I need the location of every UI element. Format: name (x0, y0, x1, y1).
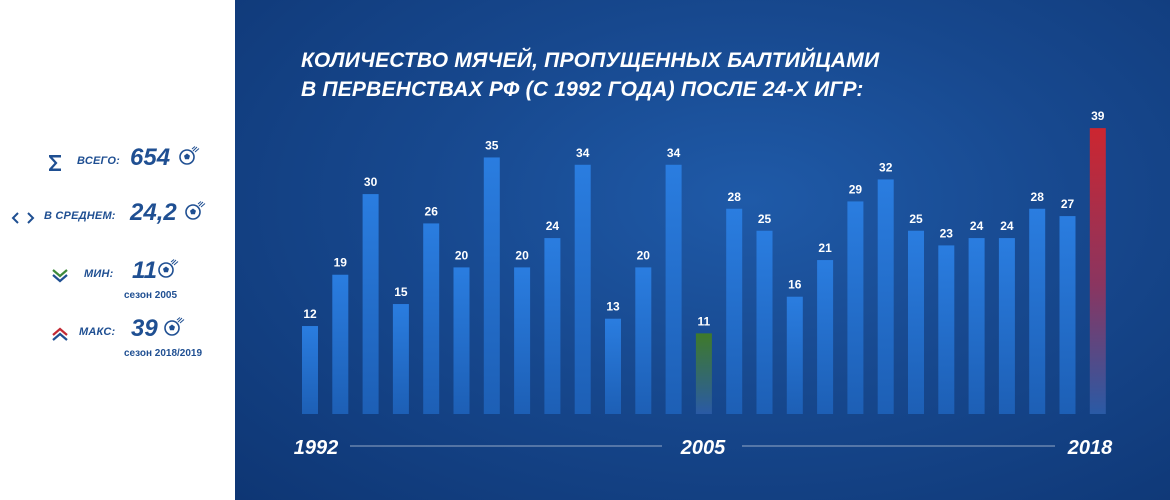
stat-max: макс: 39 сезон 2018/2019 (0, 315, 235, 359)
data-label-1994: 30 (364, 175, 378, 189)
code-brackets-icon (8, 207, 38, 229)
double-chevron-up-icon (45, 323, 75, 345)
data-label-2007: 25 (758, 212, 772, 226)
bar-2001 (574, 164, 591, 414)
stat-max-label: макс: (79, 326, 116, 338)
data-label-2013: 23 (940, 226, 954, 240)
data-label-2001: 34 (576, 146, 590, 160)
bar-1995 (392, 304, 409, 414)
bar-2010 (847, 201, 864, 414)
soccer-ball-icon (184, 201, 208, 221)
data-label-2015: 24 (1000, 219, 1014, 233)
data-label-1993: 19 (334, 256, 348, 270)
data-label-2008: 16 (788, 278, 802, 292)
bar-1997 (453, 267, 470, 414)
bar-1992 (302, 326, 318, 414)
stat-total-value: 654 (130, 144, 171, 171)
data-label-2006: 28 (728, 190, 742, 204)
data-label-2004: 34 (667, 146, 681, 160)
bar-2004 (665, 164, 682, 414)
data-label-2003: 20 (637, 248, 651, 262)
x-axis: 1992 2005 2018 (294, 437, 1113, 459)
data-label-2005: 11 (698, 314, 711, 328)
data-label-1995: 15 (394, 285, 408, 299)
x-tick-label-1992: 1992 (294, 437, 339, 459)
bar-2000 (544, 238, 561, 414)
stat-total-label: всего: (77, 155, 120, 167)
data-label-2010: 29 (849, 182, 863, 196)
soccer-ball-icon (163, 317, 187, 337)
x-tick-label-2018: 2018 (1067, 437, 1113, 459)
bar-1993 (332, 274, 349, 414)
data-label-2016: 28 (1031, 190, 1045, 204)
bar-2003 (635, 267, 652, 414)
bar-1998 (483, 157, 500, 414)
stat-min-label: мин: (84, 268, 114, 280)
stat-min-season: сезон 2005 (124, 290, 178, 301)
bar-2017 (1059, 216, 1076, 414)
sigma-icon (40, 152, 70, 174)
stat-average-value: 24,2 (130, 199, 177, 226)
stat-average-label: в среднем: (44, 210, 116, 222)
bar-2014 (968, 238, 985, 414)
bar-2007 (756, 230, 773, 414)
bar-2009 (817, 260, 834, 414)
stat-max-season: сезон 2018/2019 (124, 348, 203, 359)
bar-1996 (423, 223, 440, 414)
stat-average: в среднем: 24,2 (0, 199, 235, 241)
stats-panel: всего: 654 в среднем: 24,2 мин: 11 сезон… (0, 0, 235, 500)
data-labels-group: 12 19 30 15 26 20 35 20 24 34 13 20 34 11 28 25 16 21 29 32… (303, 109, 1104, 328)
data-label-1998: 35 (485, 138, 499, 152)
data-label-2009: 21 (818, 241, 832, 255)
bar-2011 (877, 179, 894, 414)
bar-2008 (786, 296, 803, 414)
data-label-1996: 26 (425, 204, 439, 218)
data-label-2014: 24 (970, 219, 984, 233)
data-label-1992: 12 (303, 307, 317, 321)
chart-title-line-1: КОЛИЧЕСТВО МЯЧЕЙ, ПРОПУЩЕННЫХ БАЛТИЙЦАМИ (301, 49, 880, 72)
bar-2018 (1089, 128, 1106, 414)
soccer-ball-icon (178, 146, 202, 166)
stat-min-value: 11 (132, 257, 157, 284)
bar-2012 (908, 230, 924, 414)
chart-title: КОЛИЧЕСТВО МЯЧЕЙ, ПРОПУЩЕННЫХ БАЛТИЙЦАМИ… (301, 46, 879, 104)
data-label-2002: 13 (606, 300, 620, 314)
chart-title-line-2: В ПЕРВЕНСТВАХ РФ (С 1992 ГОДА) ПОСЛЕ 24-… (301, 78, 864, 101)
bar-1994 (362, 194, 379, 414)
data-label-2000: 24 (546, 219, 560, 233)
double-chevron-down-icon (45, 265, 75, 287)
bar-2006 (726, 208, 743, 414)
bar-1999 (514, 267, 531, 414)
stat-min: мин: 11 сезон 2005 (0, 257, 235, 301)
soccer-ball-icon (157, 259, 181, 279)
bar-2005 (695, 333, 712, 414)
x-tick-label-2005: 2005 (680, 437, 726, 459)
bar-2016 (1029, 208, 1046, 414)
bar-2002 (605, 318, 621, 414)
data-label-1999: 20 (515, 248, 529, 262)
data-label-1997: 20 (455, 248, 469, 262)
bar-2015 (998, 238, 1015, 414)
data-label-2012: 25 (909, 212, 923, 226)
stat-total: всего: 654 (0, 144, 235, 186)
data-label-2011: 32 (879, 160, 893, 174)
data-label-2017: 27 (1061, 197, 1075, 211)
stat-max-value: 39 (131, 315, 158, 342)
data-label-2018: 39 (1091, 109, 1105, 123)
bar-2013 (938, 245, 955, 414)
bars-group (302, 128, 1106, 414)
